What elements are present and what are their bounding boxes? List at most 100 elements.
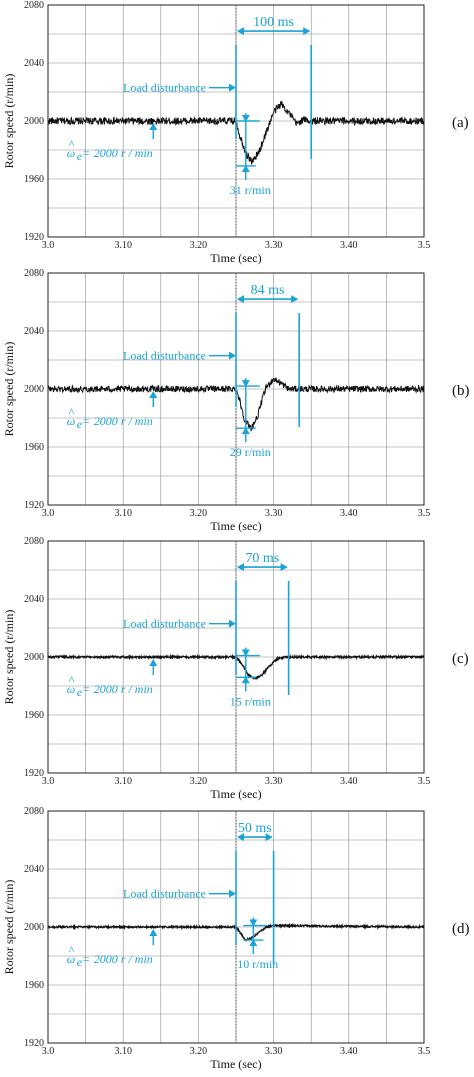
- duration-label: 70 ms: [245, 551, 279, 566]
- arrow-head: [241, 427, 250, 435]
- chart-panel-3: 3.0 3.10 3.20 3.30 3.40 3.5 1920 1960 2000 2040 20…: [2, 536, 469, 801]
- reference-speed-label: ω^e = 2000 r / min: [67, 943, 153, 969]
- panel-label: (c): [452, 651, 469, 667]
- load-disturbance-label: Load disturbance: [123, 617, 206, 631]
- omega-symbol: ω: [67, 146, 75, 160]
- y-tick-label: 2040: [24, 594, 44, 605]
- x-tick-label: 3.5: [418, 776, 431, 787]
- x-tick-label: 3.20: [190, 508, 208, 519]
- x-tick-label: 3.40: [340, 240, 358, 251]
- subscript-e: e: [77, 955, 83, 969]
- arrow-head: [241, 380, 250, 388]
- dip-label: 29 r/min: [230, 445, 271, 459]
- y-tick-label: 2040: [24, 326, 44, 337]
- x-axis-label: Time (sec): [210, 787, 261, 801]
- annotations: 50 ms Load disturbance ω^e = 2000 r / min 10 …: [67, 821, 278, 971]
- reference-value: 2000 r / min: [94, 414, 153, 428]
- arrow-head: [229, 351, 236, 360]
- omega-symbol: ω: [67, 682, 75, 696]
- load-disturbance-label: Load disturbance: [123, 887, 206, 901]
- y-tick-label: 2080: [24, 536, 44, 547]
- panel-label: (b): [452, 383, 470, 399]
- x-tick-label: 3.0: [42, 508, 55, 519]
- reference-speed-label: ω^e = 2000 r / min: [67, 673, 153, 699]
- x-tick-label: 3.10: [114, 508, 132, 519]
- x-tick-label: 3.30: [265, 1046, 283, 1057]
- y-tick-label: 2080: [24, 0, 44, 11]
- arrow-head: [237, 833, 244, 842]
- y-tick-label: 2040: [24, 58, 44, 69]
- duration-label: 84 ms: [251, 283, 285, 298]
- arrow-head: [229, 889, 236, 898]
- x-tick-label: 3.0: [42, 776, 55, 787]
- y-tick-label: 2040: [24, 864, 44, 875]
- y-axis-label: Rotor speed (r/min): [2, 74, 16, 169]
- duration-label: 100 ms: [253, 15, 294, 30]
- annotations: 100 ms Load disturbance ω^e = 2000 r / min 31…: [67, 15, 313, 197]
- arrow-head: [241, 115, 250, 122]
- reference-value: 2000 r / min: [94, 952, 153, 966]
- hat-symbol: ^: [69, 137, 75, 151]
- y-tick-label: 1920: [24, 1038, 44, 1049]
- equals-sign: =: [83, 146, 90, 160]
- arrow-head: [149, 659, 158, 666]
- reference-value: 2000 r / min: [94, 682, 153, 696]
- reference-speed-label: ω^e = 2000 r / min: [67, 137, 153, 163]
- equals-sign: =: [83, 682, 90, 696]
- y-tick-label: 2000: [24, 384, 44, 395]
- x-tick-label: 3.5: [418, 1046, 431, 1057]
- chart-panel-1: 3.0 3.10 3.20 3.30 3.40 3.5 1920 1960 2000 2040 20…: [2, 0, 469, 265]
- y-tick-label: 1920: [24, 500, 44, 511]
- x-tick-label: 3.40: [340, 1046, 358, 1057]
- x-tick-label: 3.40: [340, 776, 358, 787]
- y-tick-label: 1960: [24, 980, 44, 991]
- arrow-head: [237, 27, 244, 36]
- arrow-head: [303, 27, 311, 36]
- y-tick-label: 2000: [24, 652, 44, 663]
- y-tick-label: 2080: [24, 268, 44, 279]
- load-disturbance-label: Load disturbance: [123, 81, 206, 95]
- x-tick-label: 3.20: [190, 1046, 208, 1057]
- hat-symbol: ^: [69, 943, 75, 957]
- equals-sign: =: [83, 952, 90, 966]
- arrow-head: [280, 563, 288, 572]
- load-disturbance-label: Load disturbance: [123, 349, 206, 363]
- chart-panel-2: 3.0 3.10 3.20 3.30 3.40 3.5 1920 1960 2000 2040 20…: [2, 268, 470, 533]
- y-axis-label: Rotor speed (r/min): [2, 880, 16, 975]
- arrow-head: [149, 391, 158, 398]
- x-axis-label: Time (sec): [210, 519, 261, 533]
- reference-speed-label: ω^e = 2000 r / min: [67, 405, 153, 431]
- x-axis-label: Time (sec): [210, 251, 261, 265]
- x-tick-label: 3.30: [265, 240, 283, 251]
- y-tick-label: 1960: [24, 710, 44, 721]
- x-tick-label: 3.10: [114, 776, 132, 787]
- hat-symbol: ^: [69, 673, 75, 687]
- arrow-head: [241, 676, 250, 684]
- arrow-head: [291, 295, 299, 304]
- arrow-head: [249, 939, 258, 947]
- chart-panel-4: 3.0 3.10 3.20 3.30 3.40 3.5 1920 1960 2000 2040 20…: [2, 806, 470, 1071]
- x-tick-label: 3.20: [190, 240, 208, 251]
- arrow-head: [241, 164, 250, 172]
- subscript-e: e: [77, 417, 83, 431]
- arrow-head: [265, 833, 273, 842]
- omega-symbol: ω: [67, 414, 75, 428]
- x-tick-label: 3.30: [265, 776, 283, 787]
- y-tick-label: 1960: [24, 442, 44, 453]
- x-tick-label: 3.0: [42, 240, 55, 251]
- arrow-head: [249, 919, 258, 927]
- x-tick-label: 3.0: [42, 1046, 55, 1057]
- annotations: 84 ms Load disturbance ω^e = 2000 r / min 29 …: [67, 283, 300, 459]
- equals-sign: =: [83, 414, 90, 428]
- y-tick-label: 2000: [24, 116, 44, 127]
- y-tick-label: 1920: [24, 768, 44, 779]
- x-tick-label: 3.10: [114, 1046, 132, 1057]
- arrow-head: [237, 563, 244, 572]
- x-tick-label: 3.40: [340, 508, 358, 519]
- hat-symbol: ^: [69, 405, 75, 419]
- dip-label: 10 r/min: [237, 957, 278, 971]
- x-tick-label: 3.5: [418, 240, 431, 251]
- arrow-head: [229, 619, 236, 628]
- subscript-e: e: [77, 149, 83, 163]
